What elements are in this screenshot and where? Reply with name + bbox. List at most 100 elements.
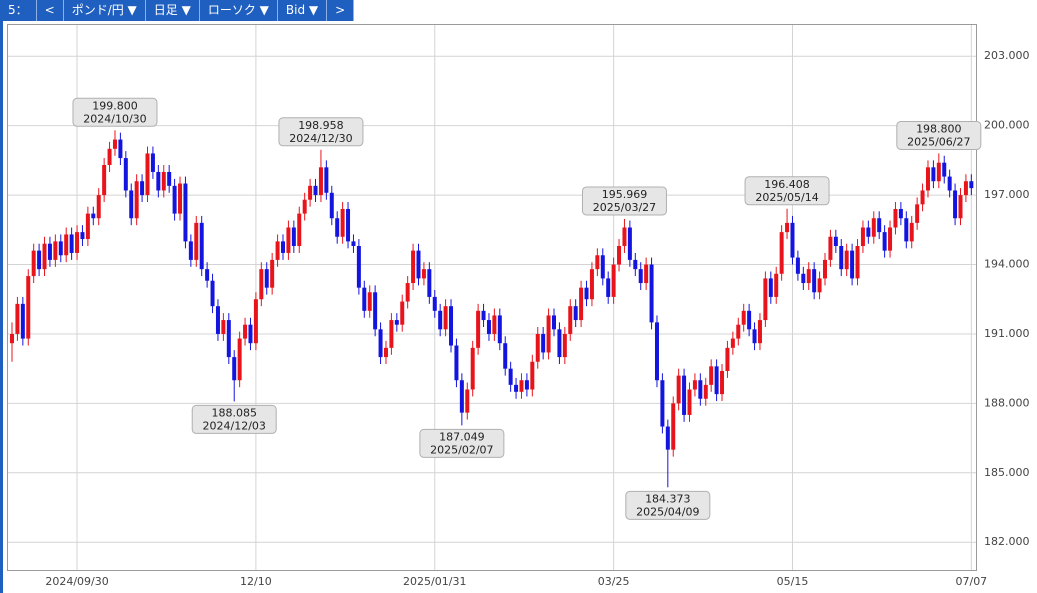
candle [123,151,128,198]
candle-body [178,183,183,214]
candle [942,155,947,184]
candle-body [123,158,128,191]
candle [589,262,594,307]
annotation-value: 187.049 [439,430,485,443]
toolbar-button[interactable]: ローソク ▼ [200,0,278,21]
candle [432,289,437,318]
candle [150,146,155,179]
candle [302,192,307,221]
candle-body [541,333,546,353]
toolbar-button: 5： [0,0,37,21]
candle [774,266,779,304]
candle-body [237,338,242,381]
annotation-box [581,186,667,216]
candle [519,373,524,399]
toolbar-button[interactable]: 日足 ▼ [146,0,200,21]
candle [427,262,432,304]
candle-body [205,269,210,281]
annotation-date: 2025/03/27 [593,201,656,214]
candle [812,262,817,300]
candle-body [37,250,42,270]
candle [920,183,925,212]
toolbar-button[interactable]: > [327,0,355,21]
candle-body [812,269,817,293]
candle-body [275,241,280,260]
candle-body [644,264,649,284]
candle [530,354,535,397]
candle-body [638,269,643,284]
y-tick-label: 191.000 [984,327,1030,340]
candle-body [470,347,475,390]
candle [291,220,296,253]
candle [492,308,497,341]
candle [747,303,752,337]
candle-body [145,153,150,196]
candle-body [920,190,925,205]
annotation-value: 195.969 [602,188,648,201]
candle-body [692,380,697,390]
candle-body [817,278,822,293]
candle [134,174,139,226]
toolbar-button[interactable]: < [37,0,64,21]
candle [904,211,909,249]
candle [346,202,351,249]
candle [617,239,622,272]
candle [481,303,486,328]
candle [546,308,551,360]
candle-body [622,227,627,247]
candle [20,296,25,346]
candle [47,236,52,267]
candle [958,188,963,226]
annotation-date: 2025/02/07 [430,443,493,456]
candle-body [297,213,302,247]
toolbar-button[interactable]: Bid ▼ [278,0,328,21]
candle-body [855,246,860,279]
candle [476,303,481,355]
annotation-date: 2024/12/03 [203,419,266,432]
candle-body [535,333,540,362]
candle-body [259,269,264,300]
candle [671,396,676,457]
candle [785,208,790,240]
candle-body [199,222,204,270]
annotation-date: 2024/12/30 [289,132,352,145]
candle-body [91,213,96,219]
candle-body [606,278,611,297]
candle [367,285,372,318]
annotation-box [419,428,505,458]
candle-body [210,280,215,307]
candle [351,234,356,253]
candle-body [795,257,800,274]
candle [178,176,183,221]
candle [91,206,96,226]
annotation-value: 184.373 [645,492,691,505]
candle [26,269,31,346]
candle [107,141,112,172]
candle-body [324,167,329,193]
annotation-box [72,97,158,127]
candle-body [546,315,551,353]
toolbar-button[interactable]: ポンド/円 ▼ [64,0,146,21]
candle [850,243,855,286]
candle [730,331,735,355]
annotation-value: 199.800 [92,99,138,112]
candle-body [649,264,654,323]
candle [839,239,844,277]
candle-body [85,213,90,240]
candle [42,236,47,277]
candle-body [904,218,909,242]
candle [215,299,220,341]
candle-body [823,259,827,279]
candle [790,215,795,265]
candle-body [665,426,670,450]
candle [568,299,573,341]
candle [449,299,454,353]
candle-body [64,234,69,256]
candle-body [730,338,735,348]
candle-body [530,361,535,390]
candle-body [725,347,730,371]
candle [297,206,302,253]
